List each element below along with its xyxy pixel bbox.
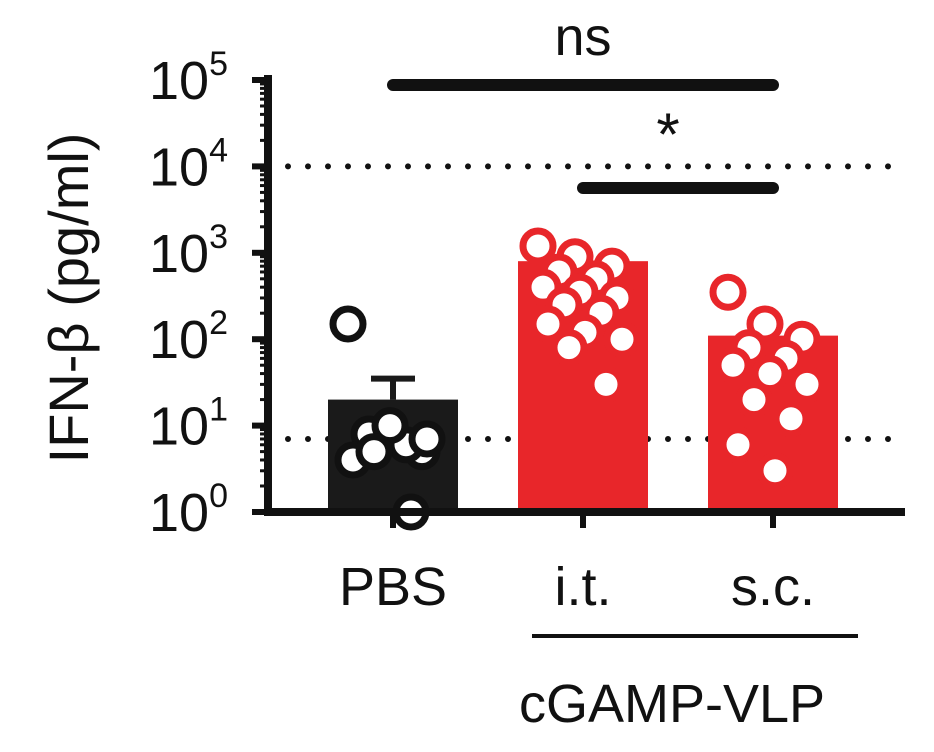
significance-label: * bbox=[656, 101, 679, 168]
data-point bbox=[719, 426, 757, 464]
y-tick-label: 104 bbox=[149, 131, 228, 197]
y-tick-label: 105 bbox=[149, 45, 228, 111]
data-point bbox=[550, 329, 588, 367]
axes bbox=[264, 75, 905, 528]
data-point bbox=[709, 273, 747, 311]
data-point bbox=[714, 346, 752, 384]
data-point bbox=[735, 381, 773, 419]
data-point bbox=[355, 433, 393, 471]
data-points bbox=[329, 227, 826, 531]
significance-label: ns bbox=[554, 7, 611, 67]
data-point bbox=[371, 407, 409, 445]
data-point bbox=[408, 420, 446, 458]
data-point bbox=[772, 400, 810, 438]
y-axis-label: IFN-β (pg/ml) bbox=[37, 133, 100, 464]
x-tick-labels: PBS i.t. s.c. bbox=[339, 557, 815, 617]
y-tick-label: 102 bbox=[149, 304, 228, 370]
y-tick-label: 101 bbox=[149, 391, 228, 457]
data-point bbox=[519, 227, 557, 265]
y-ticks: 100 101 102 103 104 105 bbox=[149, 45, 268, 543]
data-point bbox=[529, 305, 567, 343]
x-tick-label: i.t. bbox=[554, 557, 611, 617]
data-point bbox=[587, 365, 625, 403]
data-point bbox=[756, 452, 794, 490]
data-point bbox=[751, 355, 789, 393]
y-tick-label: 100 bbox=[149, 477, 228, 543]
group-label: cGAMP-VLP bbox=[519, 674, 825, 734]
data-point bbox=[603, 320, 641, 358]
x-tick-label: PBS bbox=[339, 557, 447, 617]
data-point bbox=[788, 365, 826, 403]
y-tick-label: 103 bbox=[149, 218, 228, 284]
data-point bbox=[329, 305, 367, 343]
x-tick-label: s.c. bbox=[731, 557, 815, 617]
significance-bars: ns * bbox=[387, 7, 779, 194]
